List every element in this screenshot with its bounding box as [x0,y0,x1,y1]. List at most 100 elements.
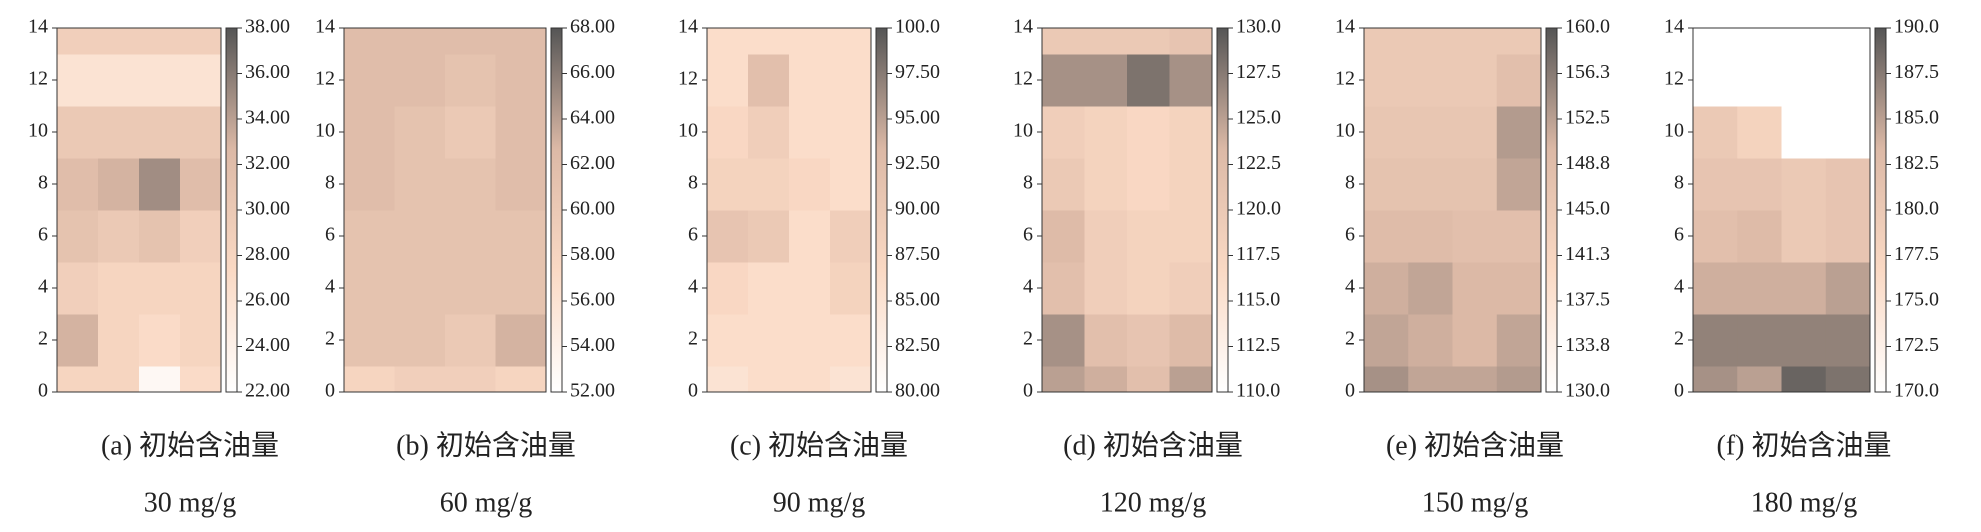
colorbar-tick-label: 82.50 [895,334,940,356]
cell [789,210,831,263]
colorbar-tick-label: 26.00 [245,289,290,311]
y-tick-label: 8 [688,172,698,194]
subcaption: 30 mg/g [144,487,237,518]
y-tick-label: 8 [325,172,335,194]
y-tick-label: 14 [1013,16,1033,38]
cell [495,28,547,55]
cell [830,314,872,367]
colorbar-tick-label: 120.0 [1236,198,1281,220]
cell [1042,262,1085,315]
cell [394,366,446,393]
y-tick-label: 0 [1023,380,1033,402]
plot-frame [1692,27,1871,393]
cell [789,158,831,211]
colorbar-tick-label: 87.50 [895,243,940,265]
cell [1693,54,1738,107]
cell [180,28,222,55]
subcaption: 180 mg/g [1751,487,1858,518]
y-tick-label: 0 [1345,380,1355,402]
cell [1169,106,1213,159]
cell [1496,28,1542,55]
cell [445,314,496,367]
cell [1408,54,1453,107]
cell [1452,262,1498,315]
cell [1825,158,1871,211]
colorbar-tick-label: 22.00 [245,380,290,402]
cell [57,28,99,55]
colorbar-tick-label: 141.3 [1565,243,1610,265]
cell [1496,262,1542,315]
y-tick-label: 2 [1345,328,1355,350]
colorbar [550,27,563,393]
cell [748,262,790,315]
cell [445,262,496,315]
colorbar-tick-label: 190.0 [1894,16,1939,38]
colorbar-tick-label: 145.0 [1565,198,1610,220]
y-tick-label: 4 [38,276,48,298]
colorbar-tick-label: 127.5 [1236,61,1281,83]
cell [748,106,790,159]
cell [445,28,496,55]
caption: (f) 初始含油量 [1717,429,1892,461]
y-tick-label: 0 [38,380,48,402]
cell [830,158,872,211]
cell [1042,366,1085,393]
colorbar [1545,27,1558,393]
y-tick-label: 8 [1345,172,1355,194]
cell [57,158,99,211]
y-tick-label: 8 [1674,172,1684,194]
cell [495,158,547,211]
cell [1825,314,1871,367]
cell [1084,106,1128,159]
colorbar-tick-label: 177.5 [1894,243,1939,265]
y-tick-label: 14 [678,16,698,38]
cell [344,54,395,107]
cell [1781,158,1827,211]
colorbar-tick-label: 185.0 [1894,107,1939,129]
cell [1737,28,1782,55]
y-tick-label: 8 [38,172,48,194]
cell [789,314,831,367]
cell [495,210,547,263]
colorbar [875,27,888,393]
cell [1452,366,1498,393]
cell [1169,210,1213,263]
y-tick-label: 0 [325,380,335,402]
cell [830,106,872,159]
colorbar-tick-label: 115.0 [1236,289,1280,311]
colorbar-tick-label: 60.00 [570,198,615,220]
colorbar-tick-label: 56.00 [570,289,615,311]
y-tick-label: 12 [1013,68,1033,90]
y-tick-label: 12 [1335,68,1355,90]
cell [139,366,181,393]
cell [1084,262,1128,315]
cell [1364,210,1409,263]
cell [57,366,99,393]
y-tick-label: 6 [1023,224,1033,246]
cell [1127,210,1170,263]
colorbar-tick-label: 34.00 [245,107,290,129]
y-tick-label: 4 [1023,276,1033,298]
cell [1496,54,1542,107]
cell [1825,262,1871,315]
caption: (d) 初始含油量 [1063,429,1243,461]
cell [344,366,395,393]
y-tick-label: 10 [1013,120,1033,142]
cell [1452,28,1498,55]
colorbar-tick-label: 95.00 [895,107,940,129]
cell [830,262,872,315]
colorbar-tick-label: 160.0 [1565,16,1610,38]
y-tick-label: 10 [678,120,698,142]
cell [57,314,99,367]
plot-frame [343,27,547,393]
colorbar-tick-label: 172.5 [1894,334,1939,356]
cell [1408,106,1453,159]
cell [495,106,547,159]
cell [98,314,140,367]
cell [1496,158,1542,211]
caption: (e) 初始含油量 [1386,429,1564,461]
cell [445,210,496,263]
cell [1737,262,1782,315]
colorbar-tick-label: 62.00 [570,152,615,174]
cell [344,314,395,367]
